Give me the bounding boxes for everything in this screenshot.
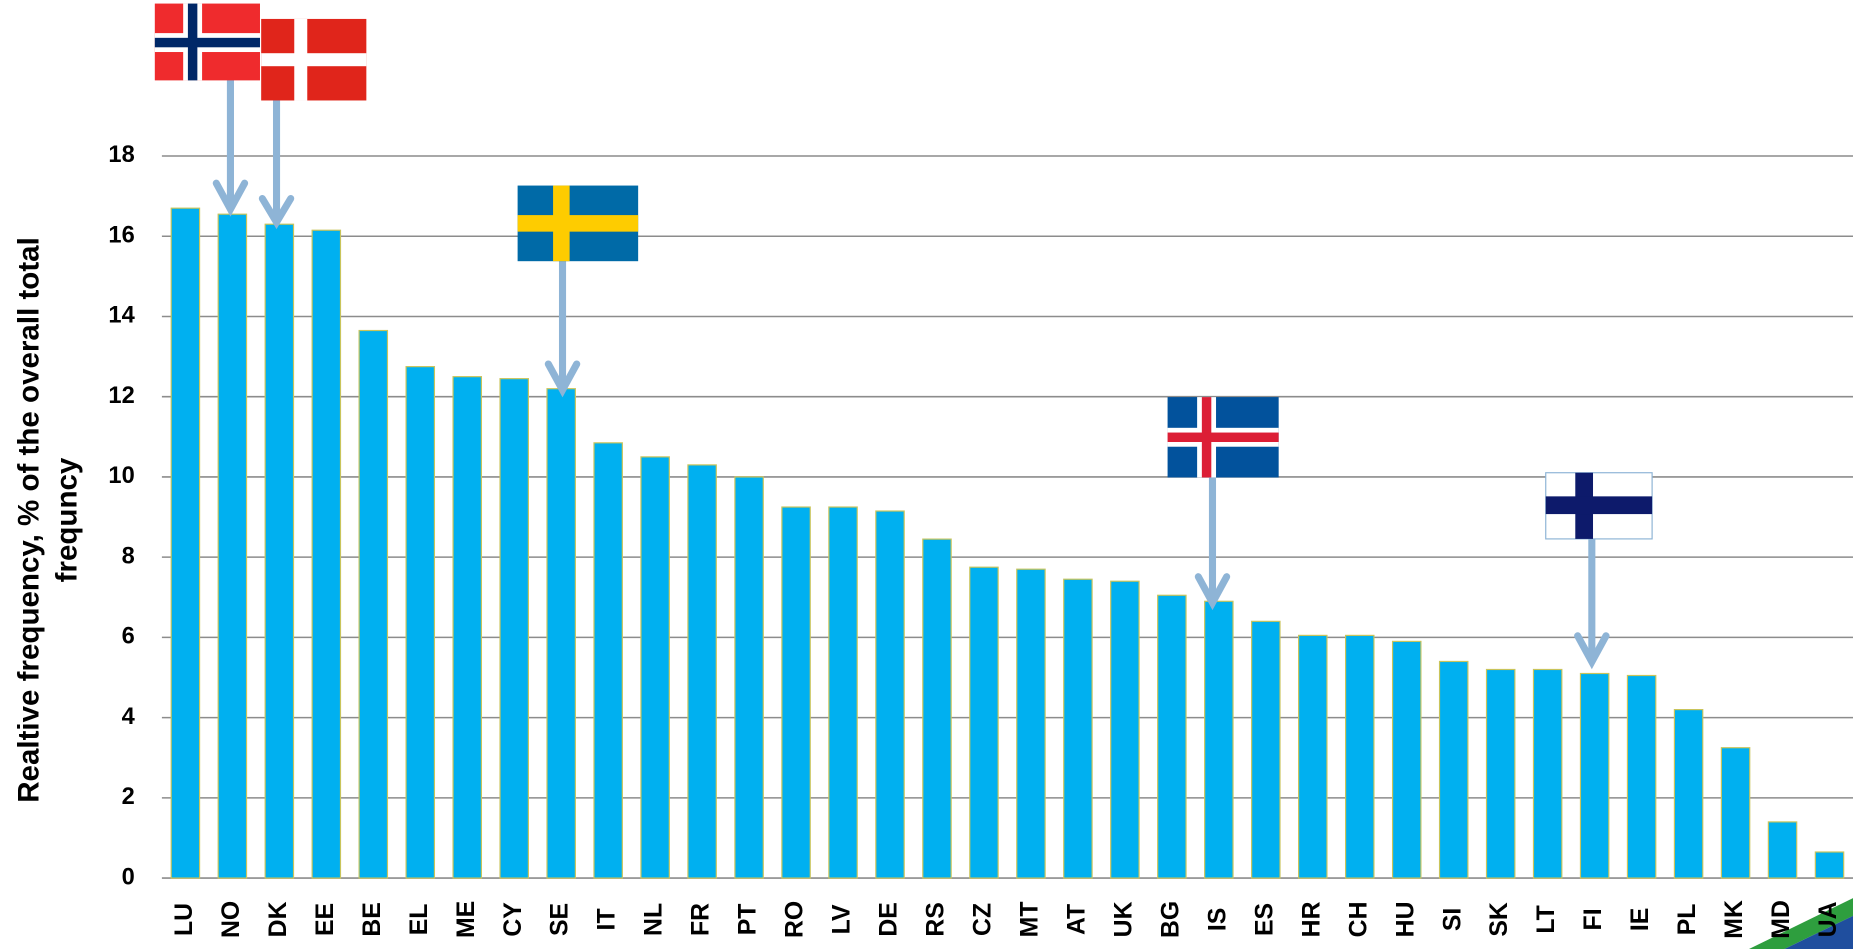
y-tick-label: 10 <box>108 463 134 489</box>
bar <box>1720 747 1751 879</box>
y-tick-label: 0 <box>122 864 135 890</box>
bar <box>781 506 811 879</box>
y-axis-label-line: Realtive frequency, % of the overall tot… <box>13 237 46 803</box>
bar <box>593 442 623 879</box>
y-tick-label: 14 <box>108 303 135 329</box>
bar <box>311 229 342 879</box>
y-tick-label: 2 <box>122 784 135 810</box>
y-tick-label: 16 <box>108 222 134 248</box>
bar <box>1391 640 1422 879</box>
y-tick-label: 18 <box>108 142 134 168</box>
x-tick-label: MD <box>1768 900 1795 939</box>
x-tick-label: EL <box>406 904 433 936</box>
x-tick-label: SK <box>1486 902 1513 937</box>
bar <box>828 506 858 879</box>
x-tick-label: UA <box>1815 901 1842 937</box>
bar <box>1157 594 1187 879</box>
bar <box>217 213 248 879</box>
bar <box>1673 709 1704 879</box>
y-axis-label-line: frequncy <box>50 457 83 582</box>
x-tick-label: IT <box>594 908 621 930</box>
x-tick-label: FI <box>1580 908 1607 930</box>
x-tick-label: ME <box>453 901 480 938</box>
bar <box>1344 634 1375 879</box>
x-tick-label: FR <box>688 903 715 936</box>
bar <box>546 388 576 879</box>
bar <box>264 223 295 879</box>
bar <box>969 566 999 879</box>
x-tick-label: RO <box>782 901 809 938</box>
bar <box>1063 578 1093 879</box>
bar <box>1814 851 1845 879</box>
bar <box>1579 672 1610 879</box>
x-tick-label: CH <box>1345 902 1372 938</box>
x-tick-label: LT <box>1533 905 1560 933</box>
y-axis-label: Realtive frequency, % of the overall tot… <box>13 237 84 803</box>
x-tick-label: SE <box>547 903 574 936</box>
corner-decoration <box>1749 898 1853 949</box>
x-tick-label: HR <box>1298 901 1325 937</box>
bar <box>734 476 764 879</box>
x-tick-label: PL <box>1674 904 1701 936</box>
bar <box>1204 600 1234 879</box>
flag-annotations <box>154 3 1853 949</box>
bar <box>875 510 905 879</box>
x-tick-label: UK <box>1110 901 1137 937</box>
corner-decoration <box>1784 915 1853 949</box>
x-tick-label: LU <box>171 903 198 936</box>
x-tick-label: CZ <box>970 903 997 936</box>
x-tick-label: SI <box>1439 908 1466 931</box>
x-tick-label: BE <box>359 902 386 936</box>
bar <box>1532 668 1563 879</box>
x-tick-label: IE <box>1627 908 1654 931</box>
bar <box>1110 580 1140 879</box>
bar <box>640 456 670 879</box>
bar <box>405 366 436 879</box>
bar <box>1298 634 1328 879</box>
bar <box>452 376 483 879</box>
x-tick-label: MT <box>1016 902 1043 938</box>
x-tick-label: MK <box>1721 900 1748 939</box>
arrows <box>212 76 1610 670</box>
y-tick-label: 8 <box>122 543 135 569</box>
bar <box>1016 568 1046 879</box>
x-tick-label: CY <box>500 902 527 937</box>
bar <box>1767 821 1798 879</box>
x-tick-label: ES <box>1251 903 1278 936</box>
flag-norway <box>154 3 260 81</box>
bar <box>1251 620 1281 879</box>
bar <box>1485 668 1516 879</box>
x-tick-label: DE <box>876 902 903 936</box>
flag-iceland <box>1167 397 1279 478</box>
x-tick-label: LV <box>829 904 856 934</box>
flag-denmark <box>261 18 367 101</box>
x-tick-label: PT <box>735 904 762 936</box>
x-tick-label: NO <box>218 901 245 938</box>
x-tick-label: AT <box>1063 904 1090 935</box>
flag-sweden <box>517 185 639 262</box>
bar <box>1626 674 1657 879</box>
x-tick-label: BG <box>1157 901 1184 938</box>
x-tick-label: EE <box>312 903 339 936</box>
bar <box>1438 660 1469 879</box>
bar <box>687 464 717 879</box>
y-tick-label: 4 <box>122 704 136 730</box>
bar <box>170 207 201 879</box>
x-tick-label: HU <box>1392 902 1419 938</box>
x-tick-label: NL <box>641 903 668 936</box>
flag-finland <box>1545 472 1653 540</box>
x-tick-label: IS <box>1204 908 1231 931</box>
x-tick-label: DK <box>265 901 292 937</box>
bar <box>922 538 952 879</box>
bar <box>499 378 529 879</box>
x-tick-label: RS <box>923 902 950 936</box>
bar <box>358 329 389 879</box>
y-tick-label: 6 <box>122 624 135 650</box>
y-tick-label: 12 <box>108 383 134 409</box>
